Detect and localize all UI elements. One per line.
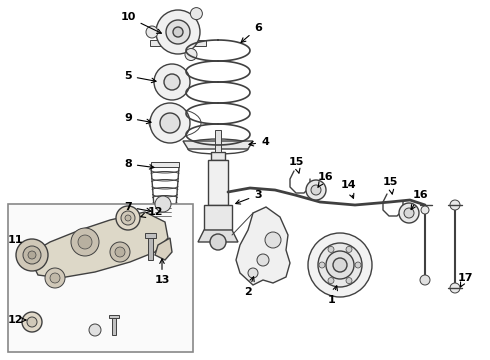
Circle shape xyxy=(155,196,171,212)
Circle shape xyxy=(23,246,41,264)
Circle shape xyxy=(71,228,99,256)
Text: 9: 9 xyxy=(124,113,151,123)
Text: 12: 12 xyxy=(141,207,163,217)
Circle shape xyxy=(110,242,130,262)
Text: 6: 6 xyxy=(241,23,262,42)
Circle shape xyxy=(173,27,183,37)
Circle shape xyxy=(191,8,202,19)
Circle shape xyxy=(78,235,92,249)
Circle shape xyxy=(160,113,180,133)
Circle shape xyxy=(420,275,430,285)
Text: 4: 4 xyxy=(249,137,269,147)
Circle shape xyxy=(115,247,125,257)
Text: 2: 2 xyxy=(244,277,254,297)
Polygon shape xyxy=(28,212,168,278)
Polygon shape xyxy=(215,130,221,152)
Circle shape xyxy=(45,268,65,288)
Polygon shape xyxy=(183,141,253,149)
Polygon shape xyxy=(198,230,238,242)
Circle shape xyxy=(355,262,361,268)
Circle shape xyxy=(185,49,197,60)
Text: 14: 14 xyxy=(340,180,356,198)
Text: 7: 7 xyxy=(124,202,151,213)
Polygon shape xyxy=(155,204,171,220)
Text: 15: 15 xyxy=(382,177,398,194)
Text: 16: 16 xyxy=(317,172,333,187)
Polygon shape xyxy=(112,318,116,335)
Polygon shape xyxy=(211,152,225,160)
Circle shape xyxy=(248,268,258,278)
Text: 5: 5 xyxy=(124,71,156,83)
Text: 1: 1 xyxy=(328,286,338,305)
Circle shape xyxy=(164,74,180,90)
Circle shape xyxy=(50,273,60,283)
Text: 16: 16 xyxy=(411,190,428,210)
Circle shape xyxy=(22,312,42,332)
Polygon shape xyxy=(151,162,179,167)
Circle shape xyxy=(308,233,372,297)
Circle shape xyxy=(404,208,414,218)
Circle shape xyxy=(326,251,354,279)
Circle shape xyxy=(150,103,190,143)
Circle shape xyxy=(318,243,362,287)
Circle shape xyxy=(333,258,347,272)
Text: 13: 13 xyxy=(154,259,170,285)
Circle shape xyxy=(27,317,37,327)
Circle shape xyxy=(346,278,352,284)
Circle shape xyxy=(399,203,419,223)
Bar xyxy=(8,204,193,352)
Polygon shape xyxy=(208,160,228,205)
Circle shape xyxy=(166,20,190,44)
Circle shape xyxy=(306,180,326,200)
Circle shape xyxy=(146,26,158,38)
Circle shape xyxy=(346,246,352,252)
Circle shape xyxy=(257,254,269,266)
Polygon shape xyxy=(109,315,119,318)
Circle shape xyxy=(311,185,321,195)
Polygon shape xyxy=(155,238,172,260)
Text: 3: 3 xyxy=(236,190,262,204)
Circle shape xyxy=(121,211,135,225)
Circle shape xyxy=(154,64,190,100)
Polygon shape xyxy=(148,238,153,260)
Circle shape xyxy=(16,239,48,271)
Circle shape xyxy=(28,251,36,259)
Circle shape xyxy=(125,215,131,221)
Circle shape xyxy=(265,232,281,248)
Circle shape xyxy=(421,206,429,214)
Polygon shape xyxy=(150,40,206,46)
Circle shape xyxy=(450,200,460,210)
Text: 15: 15 xyxy=(288,157,304,173)
Circle shape xyxy=(450,283,460,293)
Text: 8: 8 xyxy=(124,159,154,169)
Circle shape xyxy=(319,262,325,268)
Text: 10: 10 xyxy=(121,12,161,33)
Circle shape xyxy=(328,246,334,252)
Text: 11: 11 xyxy=(7,235,23,245)
Text: 12: 12 xyxy=(7,315,26,325)
Polygon shape xyxy=(204,205,232,230)
Circle shape xyxy=(116,206,140,230)
Circle shape xyxy=(89,324,101,336)
Text: 17: 17 xyxy=(457,273,473,287)
Circle shape xyxy=(156,10,200,54)
Circle shape xyxy=(210,234,226,250)
Polygon shape xyxy=(145,233,156,238)
Circle shape xyxy=(328,278,334,284)
Polygon shape xyxy=(236,207,290,285)
